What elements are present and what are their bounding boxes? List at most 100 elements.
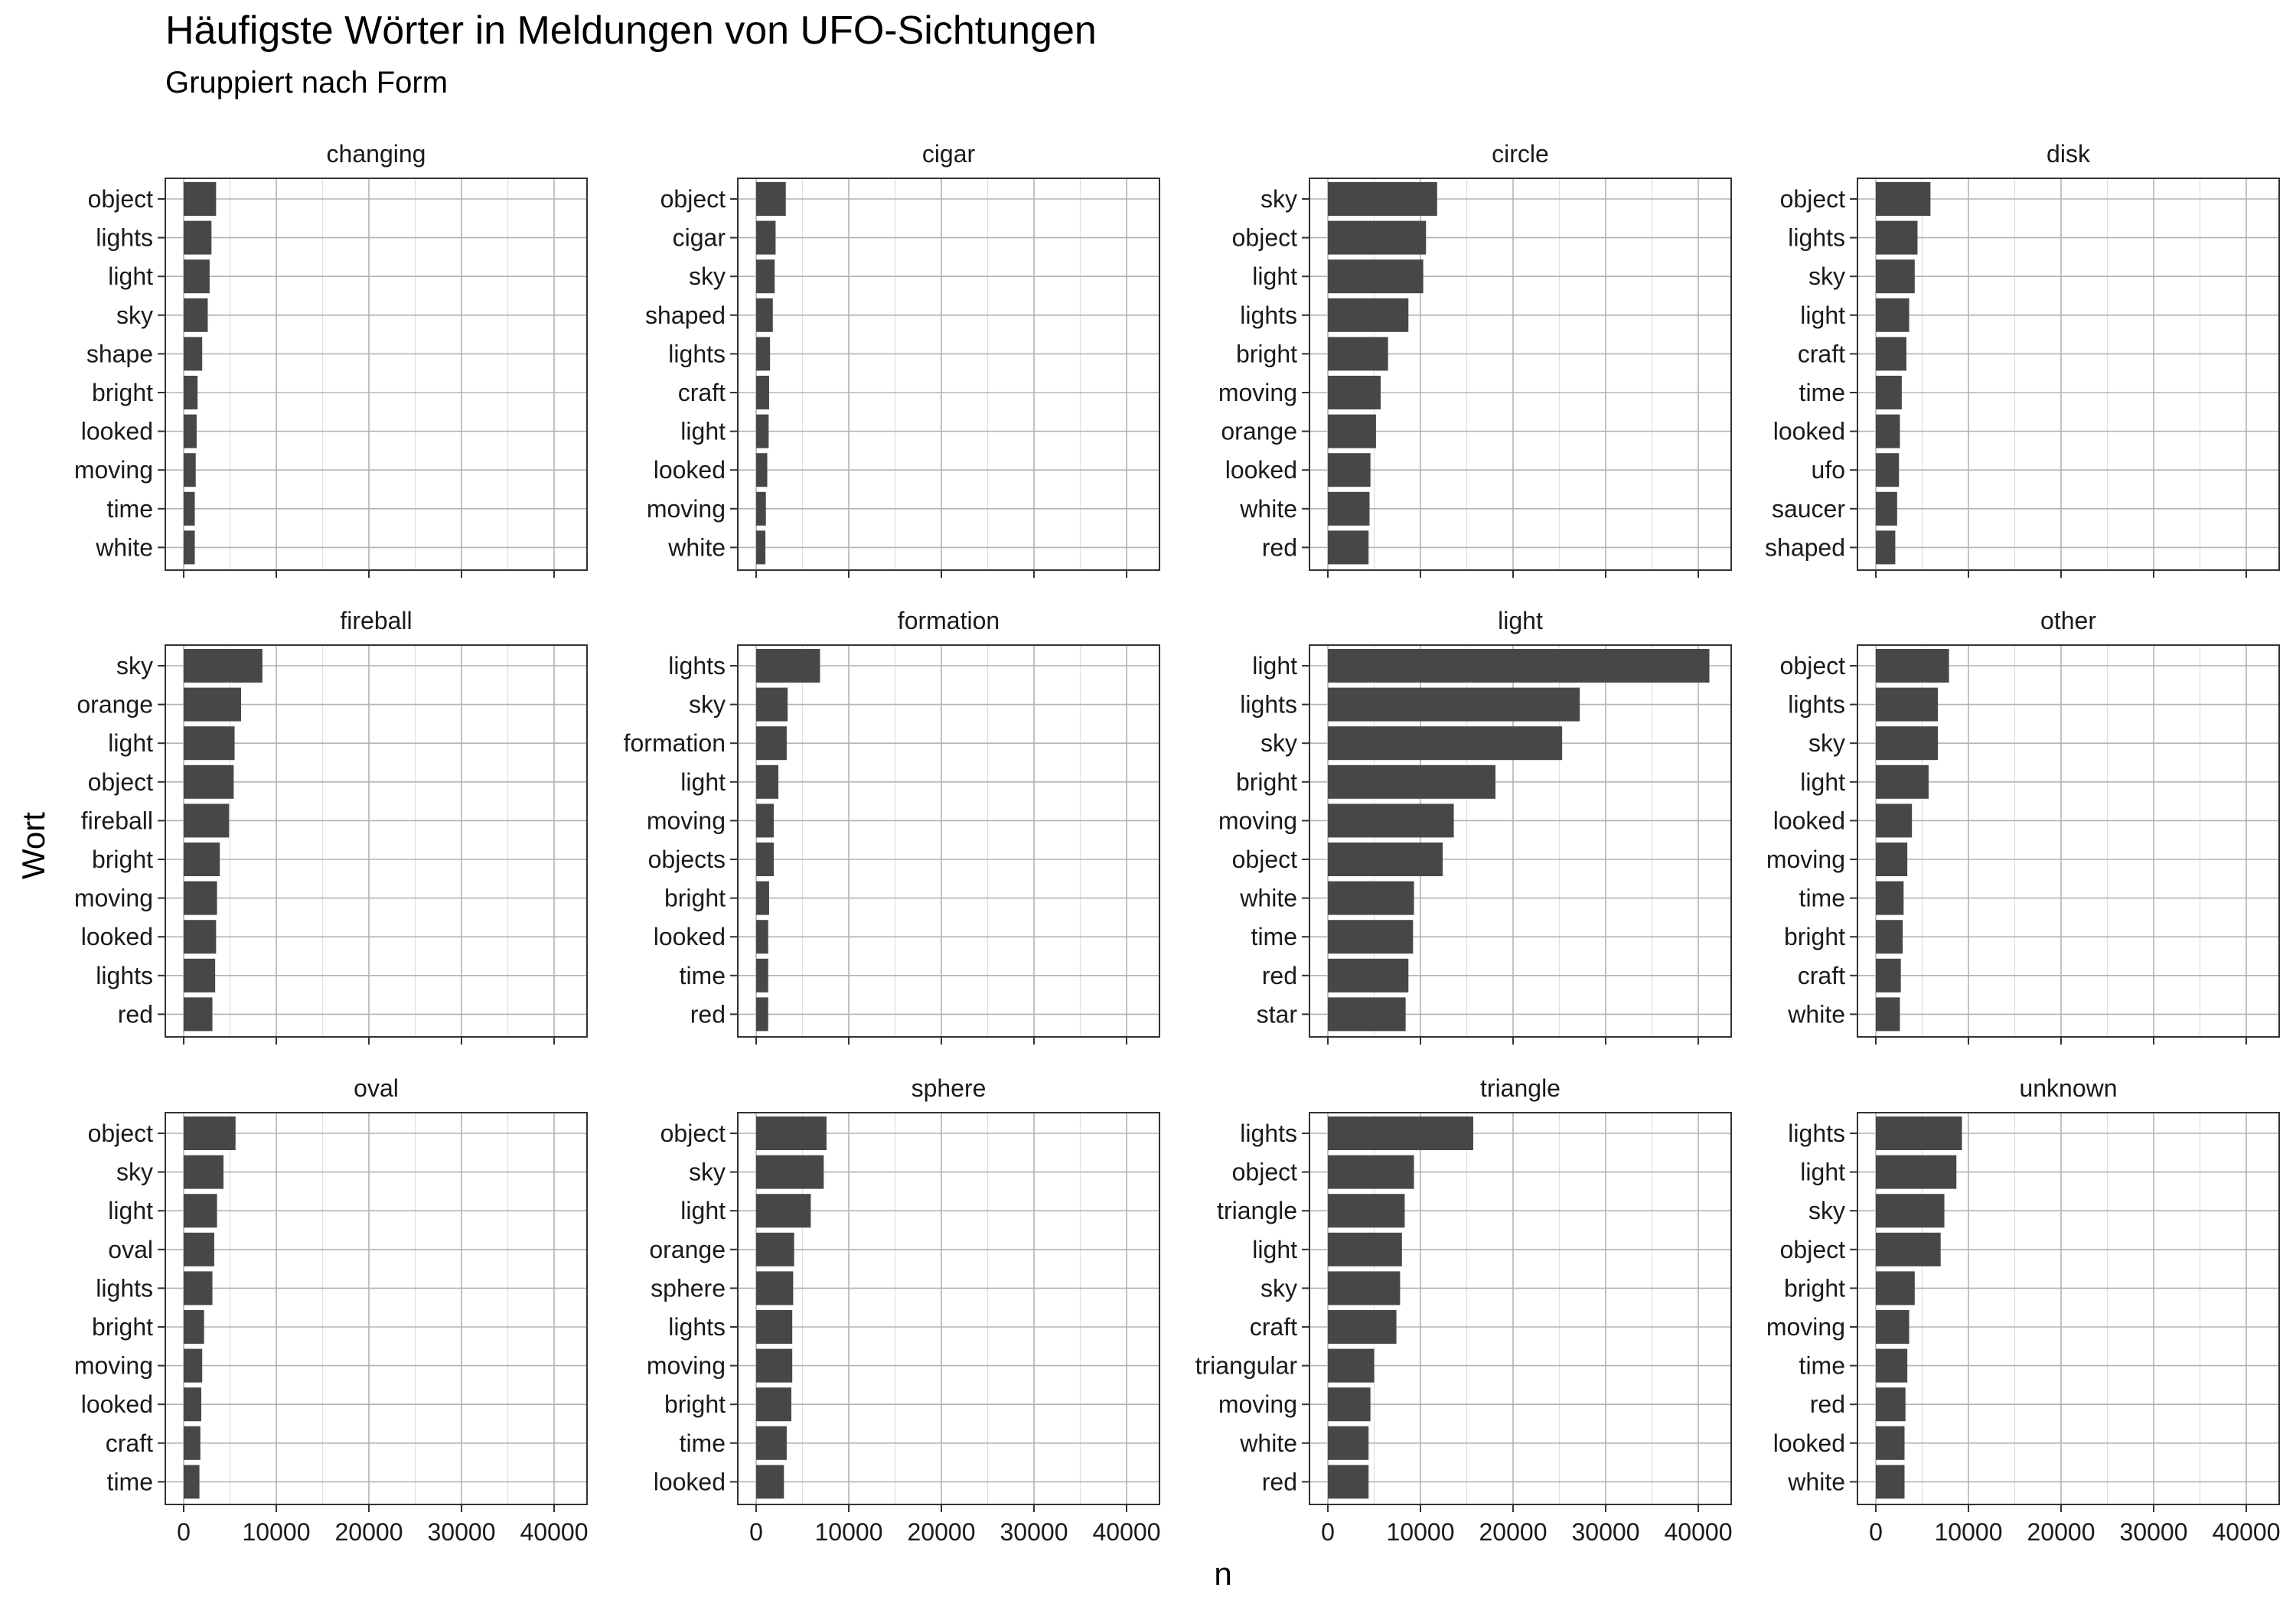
bar [756, 804, 774, 838]
bar [756, 1194, 811, 1228]
x-tick-label: 0 [1321, 1518, 1335, 1546]
panel-border [1309, 1112, 1732, 1505]
y-tick-label: sky [1808, 262, 1845, 290]
bar [1328, 1387, 1371, 1422]
y-tick-label: sky [116, 302, 153, 329]
y-tick-label: formation [624, 729, 726, 757]
bar [756, 491, 766, 526]
y-tick-label: red [118, 1000, 153, 1028]
bar [1876, 298, 1910, 332]
y-tick-label: sphere [651, 1274, 726, 1302]
y-tick-label: objects [648, 846, 726, 873]
facet-panel-changing: changing object lights light sky shape bright l… [74, 140, 588, 578]
y-tick-label: red [1262, 962, 1297, 989]
bar [756, 182, 786, 216]
y-tick-label: moving [1766, 846, 1845, 873]
bar [184, 843, 220, 876]
y-tick-label: bright [664, 1390, 726, 1418]
x-tick-label: 20000 [335, 1518, 403, 1546]
bar [1876, 1232, 1941, 1266]
bar [756, 530, 766, 565]
bar [756, 1310, 793, 1344]
panel-border [737, 1112, 1160, 1505]
y-tick-label: moving [1218, 807, 1297, 834]
bar [1876, 1387, 1906, 1422]
bar [1328, 1155, 1414, 1189]
y-tick-label: bright [92, 1313, 153, 1341]
facet-panel-cigar: cigar object cigar sky shaped lights craft ligh… [645, 140, 1160, 578]
y-tick-label: bright [1236, 340, 1297, 367]
y-tick-label: light [680, 418, 726, 445]
facet-panel-circle: circle sky object light lights bright moving or… [1218, 140, 1732, 578]
bar [756, 337, 771, 371]
bar [756, 1465, 784, 1499]
y-tick-label: sky [689, 262, 726, 290]
facet-panel-oval: oval object sky light oval lights bright moving… [74, 1074, 589, 1546]
bar [756, 958, 768, 993]
y-tick-label: bright [1784, 1274, 1845, 1302]
y-tick-label: shaped [645, 302, 726, 329]
y-tick-label: looked [81, 418, 153, 445]
y-tick-label: bright [92, 846, 153, 873]
bar [184, 414, 197, 448]
y-tick-label: lights [1788, 224, 1845, 252]
y-tick-label: sky [1261, 729, 1297, 757]
y-tick-label: lights [96, 962, 153, 989]
bar [184, 491, 195, 526]
y-tick-label: moving [647, 495, 726, 523]
x-tick-label: 10000 [243, 1518, 311, 1546]
bar [1876, 376, 1902, 409]
y-tick-label: white [1239, 1429, 1297, 1457]
bar [1328, 1232, 1402, 1266]
chart-title: Häufigste Wörter in Meldungen von UFO-Si… [165, 8, 1097, 53]
y-tick-label: bright [1784, 923, 1845, 950]
y-tick-label: looked [1225, 456, 1297, 484]
facet-label: cigar [922, 140, 976, 168]
x-tick-label: 0 [1869, 1518, 1883, 1546]
bar [184, 804, 230, 838]
y-tick-label: lights [1788, 691, 1845, 719]
x-tick-label: 40000 [2213, 1518, 2281, 1546]
bar [184, 1465, 200, 1499]
y-tick-label: moving [1766, 1313, 1845, 1341]
bar [1876, 1426, 1905, 1460]
y-tick-label: star [1257, 1000, 1298, 1028]
x-tick-label: 10000 [815, 1518, 883, 1546]
bar [756, 1387, 791, 1422]
y-tick-label: light [1252, 652, 1297, 680]
y-tick-label: looked [81, 923, 153, 950]
bar [1328, 1310, 1397, 1344]
bar [1328, 958, 1409, 993]
x-tick-label: 20000 [1479, 1518, 1548, 1546]
y-tick-label: lights [1240, 1120, 1297, 1147]
y-tick-label: ufo [1812, 456, 1845, 484]
y-tick-label: object [88, 1120, 154, 1147]
bar [184, 182, 217, 216]
bar [184, 726, 235, 761]
bar [184, 997, 213, 1032]
y-tick-label: white [1239, 885, 1297, 912]
x-tick-label: 40000 [520, 1518, 589, 1546]
x-tick-label: 0 [177, 1518, 191, 1546]
bar [1328, 1426, 1369, 1460]
bar [184, 958, 216, 993]
panel-border [1857, 178, 2280, 571]
bar [184, 920, 217, 954]
x-tick-label: 40000 [1665, 1518, 1733, 1546]
y-tick-label: lights [1240, 302, 1297, 329]
bar [184, 1271, 213, 1305]
y-tick-label: looked [654, 923, 726, 950]
bar [1876, 997, 1900, 1032]
bar [184, 376, 198, 409]
facet-label: circle [1492, 140, 1549, 168]
bar [1328, 1116, 1473, 1150]
bar [1328, 259, 1424, 294]
y-tick-label: lights [96, 1274, 153, 1302]
y-tick-label: bright [664, 885, 726, 912]
facet-label: sphere [912, 1074, 987, 1102]
bar [1328, 376, 1381, 409]
y-tick-label: lights [1240, 691, 1297, 719]
bar [756, 726, 787, 761]
